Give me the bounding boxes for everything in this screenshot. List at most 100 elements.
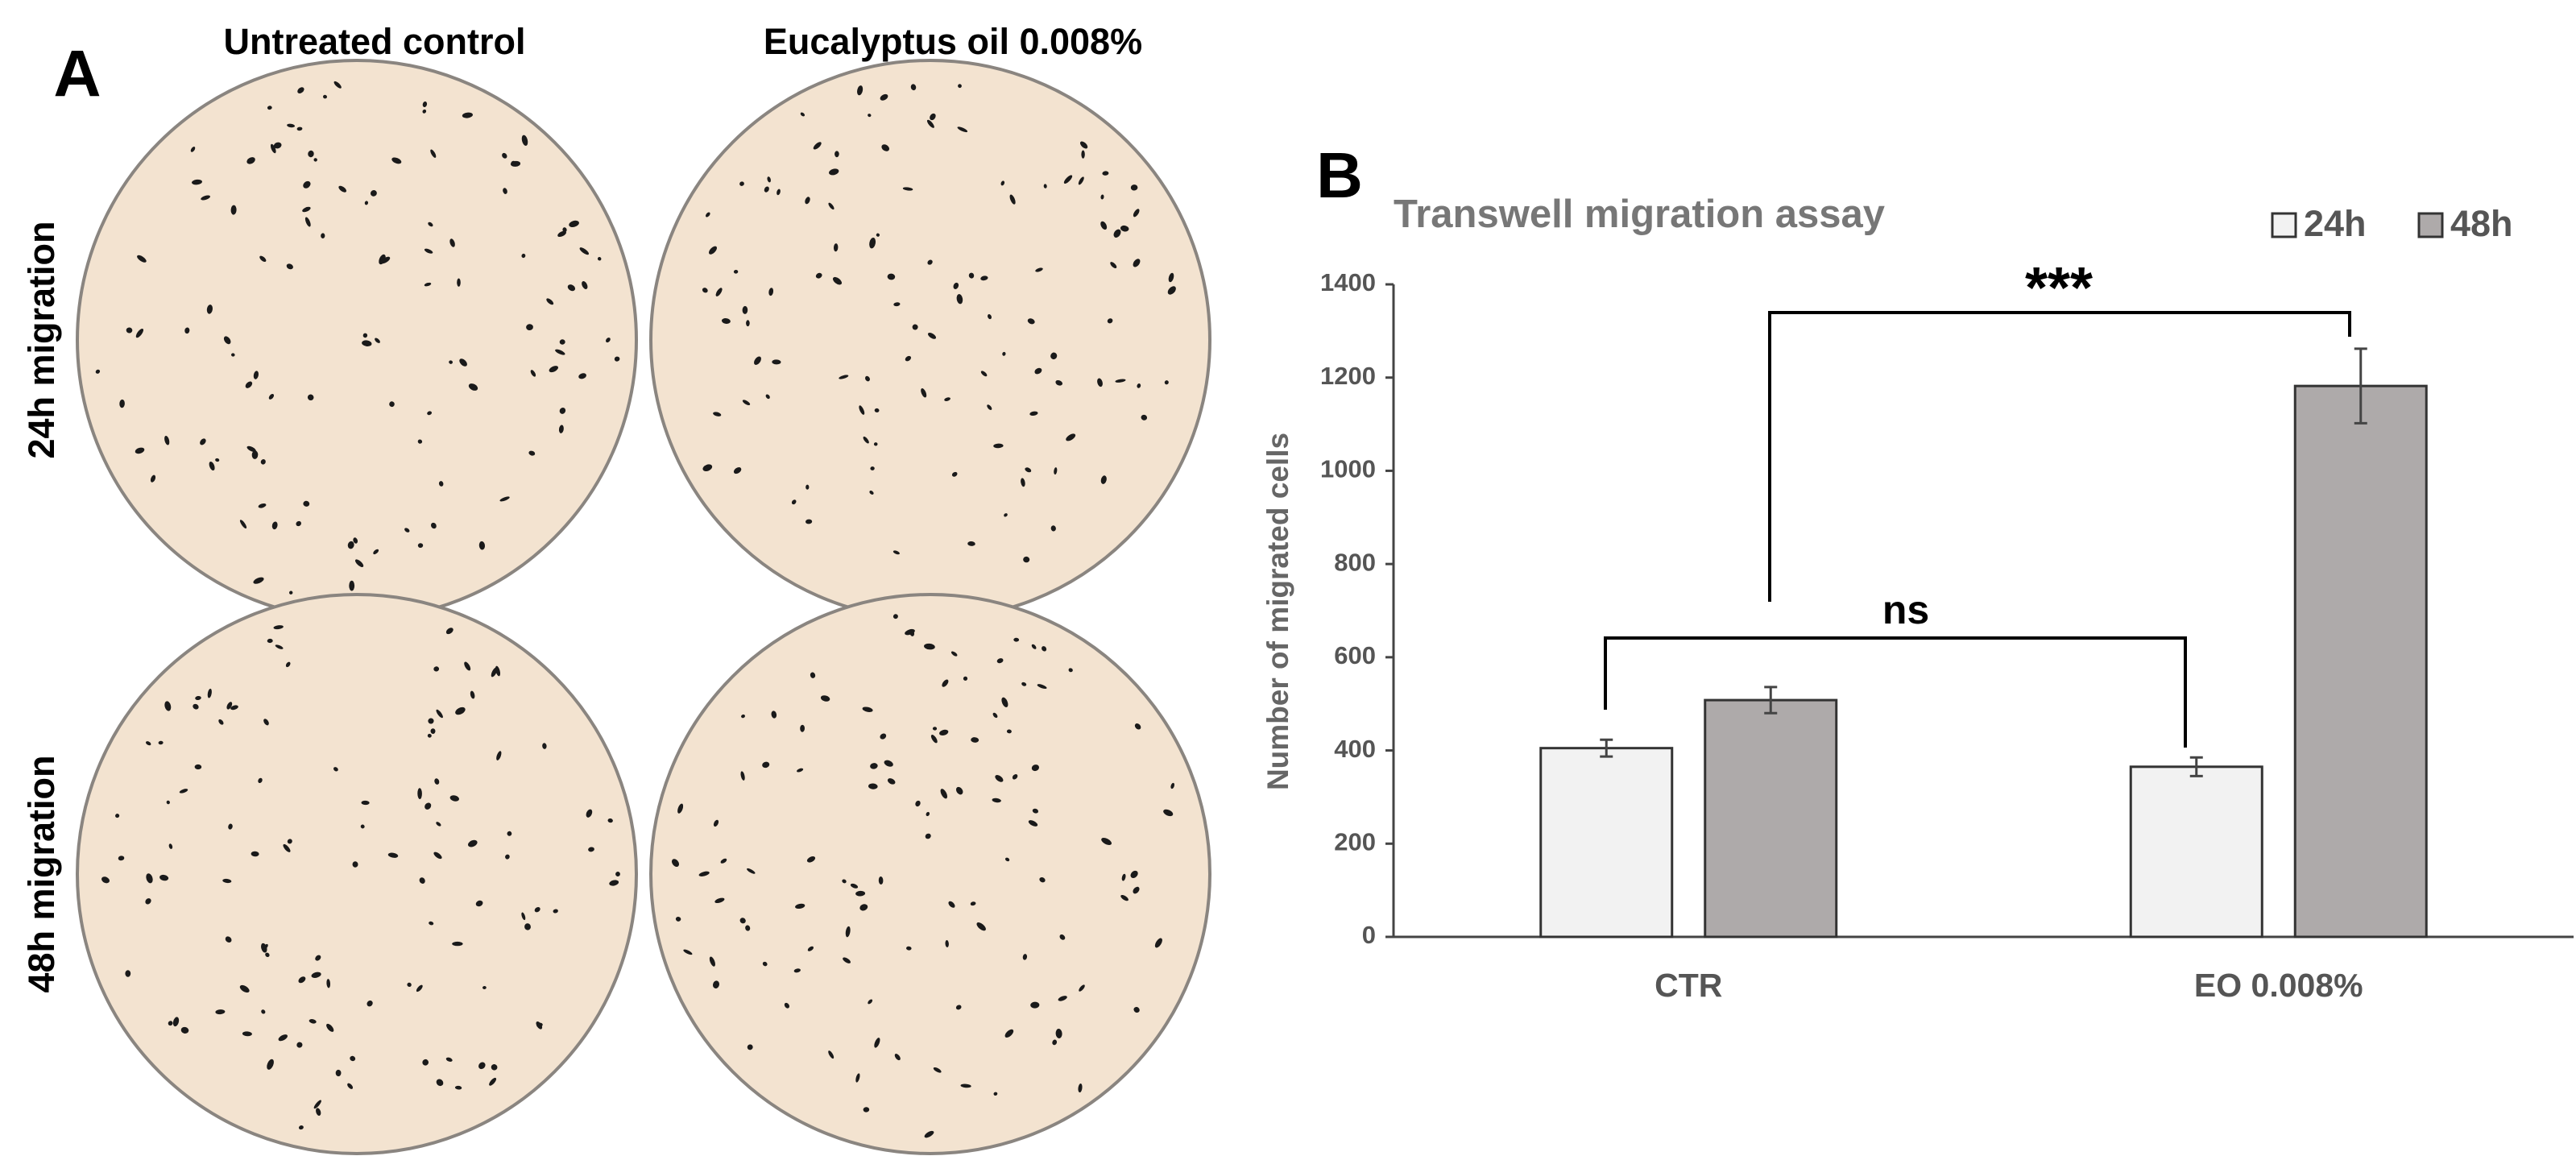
cell xyxy=(1154,938,1162,948)
cell xyxy=(307,394,314,401)
cell xyxy=(740,771,745,781)
cell xyxy=(489,1077,497,1086)
cell xyxy=(715,288,723,296)
y-tick-label: 1000 xyxy=(1320,455,1376,483)
cell xyxy=(468,383,478,391)
cell xyxy=(1133,886,1140,894)
cell xyxy=(491,1064,498,1071)
cell xyxy=(135,328,144,338)
cell xyxy=(1068,668,1073,673)
cell xyxy=(459,358,467,367)
cell xyxy=(298,1125,304,1130)
cell xyxy=(815,272,822,279)
cell xyxy=(1059,934,1066,940)
cell xyxy=(835,151,839,158)
cell xyxy=(417,543,424,549)
cell xyxy=(906,946,912,951)
cell xyxy=(268,393,275,400)
cell xyxy=(521,912,526,921)
cell xyxy=(416,984,423,992)
cell xyxy=(427,411,433,416)
cell xyxy=(733,467,742,474)
cell xyxy=(194,764,202,770)
cell xyxy=(524,923,531,930)
cell xyxy=(225,936,232,943)
cell xyxy=(115,814,120,818)
cell xyxy=(168,843,173,849)
cell xyxy=(1039,877,1046,883)
cell xyxy=(370,190,377,197)
cell xyxy=(1100,475,1107,484)
cell xyxy=(910,84,917,91)
cell xyxy=(304,217,311,227)
cell xyxy=(939,729,949,736)
cell xyxy=(702,464,713,471)
cell xyxy=(1037,684,1047,690)
cell xyxy=(267,638,273,644)
cell xyxy=(209,461,215,471)
cell xyxy=(921,387,927,398)
cell xyxy=(207,688,212,698)
cell xyxy=(296,126,303,131)
cell xyxy=(579,247,590,255)
cell xyxy=(101,876,110,884)
cell xyxy=(880,93,888,101)
x-tick-label: CTR xyxy=(1655,967,1722,1004)
cell xyxy=(942,679,949,687)
cell xyxy=(362,333,368,338)
cell xyxy=(218,719,224,725)
cell xyxy=(739,918,746,924)
cell xyxy=(261,1009,266,1014)
cell xyxy=(1102,171,1109,176)
cell xyxy=(971,737,979,743)
cell xyxy=(260,459,266,465)
cell xyxy=(145,741,151,746)
cell xyxy=(1000,180,1005,186)
cell xyxy=(930,735,938,744)
cell xyxy=(869,237,876,249)
cell xyxy=(521,135,528,146)
cell xyxy=(944,397,950,401)
cell xyxy=(1079,984,1085,992)
cell xyxy=(924,1130,934,1138)
cell xyxy=(567,284,576,292)
cell xyxy=(992,798,1001,803)
cell xyxy=(940,789,948,799)
cell xyxy=(245,381,253,388)
cell xyxy=(468,839,478,847)
cell xyxy=(1050,525,1056,532)
cell xyxy=(347,541,354,549)
cell xyxy=(231,353,235,357)
cell xyxy=(126,327,133,334)
cell xyxy=(926,119,934,128)
cell xyxy=(1043,184,1047,189)
cell xyxy=(1001,697,1008,707)
cell xyxy=(980,276,988,281)
cell xyxy=(1055,1029,1062,1038)
cell xyxy=(956,294,963,305)
cell xyxy=(326,1023,334,1032)
cell xyxy=(438,481,444,487)
cell xyxy=(347,1083,354,1089)
cell xyxy=(874,1038,880,1048)
cell xyxy=(800,724,806,732)
bar xyxy=(2293,384,2428,938)
cell xyxy=(992,712,998,719)
cell xyxy=(428,222,433,227)
cell xyxy=(1078,1083,1083,1093)
cell xyxy=(772,359,781,365)
cell xyxy=(747,1044,753,1050)
cell xyxy=(733,269,739,274)
cell xyxy=(1110,262,1117,269)
cell xyxy=(927,259,933,265)
cell xyxy=(302,206,311,213)
cell xyxy=(865,375,870,382)
cell xyxy=(135,447,145,454)
cell xyxy=(924,643,935,650)
cell xyxy=(380,256,391,264)
cell xyxy=(797,768,804,773)
cell xyxy=(1032,808,1039,814)
cell xyxy=(721,318,731,324)
cell xyxy=(1052,1039,1058,1046)
cell xyxy=(1079,141,1088,149)
